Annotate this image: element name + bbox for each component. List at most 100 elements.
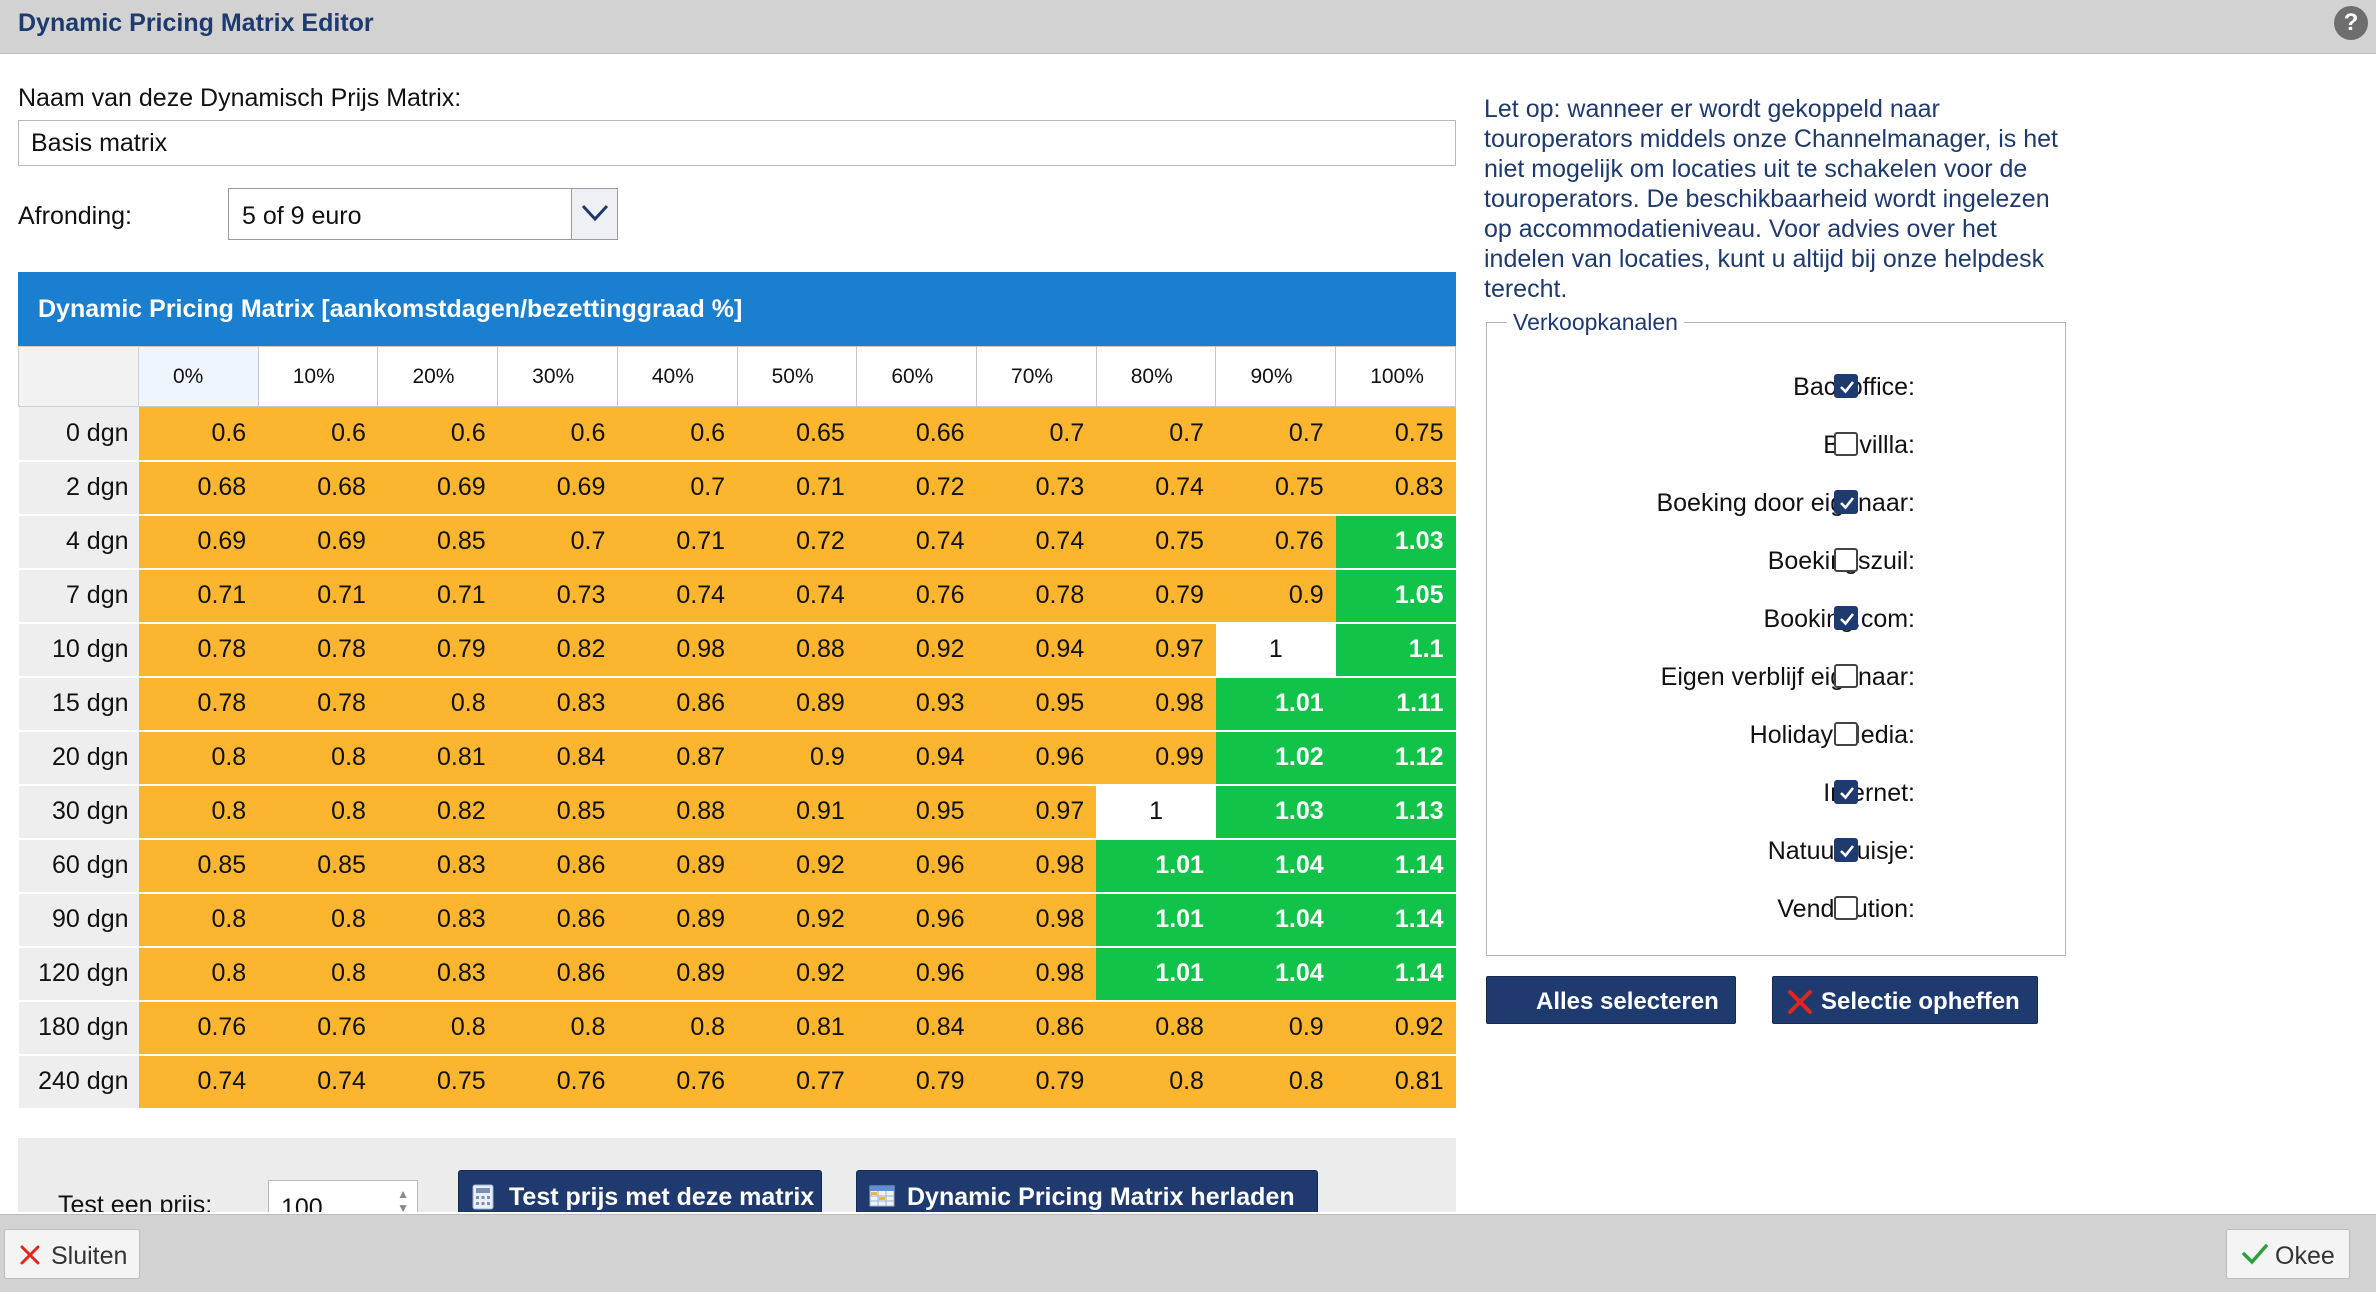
matrix-cell[interactable]: 1.14 xyxy=(1335,892,1456,948)
matrix-cell[interactable]: 0.71 xyxy=(737,460,857,516)
matrix-cell[interactable]: 0.78 xyxy=(976,568,1097,624)
matrix-cell[interactable]: 0.76 xyxy=(856,568,977,624)
matrix-cell[interactable]: 0.91 xyxy=(737,784,857,840)
matrix-cell[interactable]: 1.04 xyxy=(1215,946,1336,1002)
matrix-cell[interactable]: 0.75 xyxy=(1096,514,1216,570)
clear-selection-button[interactable]: Selectie opheffen xyxy=(1772,976,2038,1024)
matrix-cell[interactable]: 0.74 xyxy=(856,514,977,570)
matrix-cell[interactable]: 0.84 xyxy=(497,730,618,786)
matrix-cell[interactable]: 0.66 xyxy=(856,406,977,462)
matrix-cell[interactable]: 0.98 xyxy=(617,622,738,678)
matrix-cell[interactable]: 1.14 xyxy=(1335,946,1456,1002)
matrix-cell[interactable]: 0.86 xyxy=(497,892,618,948)
channel-checkbox[interactable] xyxy=(1834,374,1858,398)
matrix-cell[interactable]: 0.93 xyxy=(856,676,977,732)
matrix-cell[interactable]: 0.74 xyxy=(138,1054,259,1110)
matrix-cell[interactable]: 0.95 xyxy=(976,676,1097,732)
matrix-cell[interactable]: 0.8 xyxy=(138,730,259,786)
rounding-select[interactable]: 5 of 9 euro xyxy=(228,188,618,240)
matrix-cell[interactable]: 0.9 xyxy=(737,730,857,786)
matrix-cell[interactable]: 0.98 xyxy=(976,946,1097,1002)
matrix-cell[interactable]: 0.81 xyxy=(377,730,498,786)
matrix-cell[interactable]: 0.75 xyxy=(377,1054,498,1110)
matrix-cell[interactable]: 0.8 xyxy=(377,1000,498,1056)
matrix-cell[interactable]: 0.92 xyxy=(856,622,977,678)
matrix-cell[interactable]: 0.8 xyxy=(138,946,259,1002)
matrix-cell[interactable]: 0.88 xyxy=(1096,1000,1216,1056)
matrix-cell[interactable]: 0.87 xyxy=(617,730,738,786)
matrix-cell[interactable]: 0.82 xyxy=(377,784,498,840)
matrix-cell[interactable]: 0.7 xyxy=(497,514,618,570)
matrix-cell[interactable]: 1.03 xyxy=(1215,784,1336,840)
matrix-cell[interactable]: 0.83 xyxy=(377,892,498,948)
matrix-cell[interactable]: 0.92 xyxy=(737,892,857,948)
matrix-cell[interactable]: 1.01 xyxy=(1096,892,1216,948)
channel-checkbox[interactable] xyxy=(1834,490,1858,514)
matrix-cell[interactable]: 0.8 xyxy=(1096,1054,1216,1110)
matrix-cell[interactable]: 0.8 xyxy=(617,1000,738,1056)
matrix-cell[interactable]: 1.01 xyxy=(1096,946,1216,1002)
matrix-cell[interactable]: 0.8 xyxy=(377,676,498,732)
matrix-cell[interactable]: 0.88 xyxy=(737,622,857,678)
test-price-button[interactable]: Test prijs met deze matrix xyxy=(458,1170,822,1212)
matrix-cell[interactable]: 0.96 xyxy=(856,946,977,1002)
matrix-cell[interactable]: 0.74 xyxy=(737,568,857,624)
matrix-cell[interactable]: 1.01 xyxy=(1096,838,1216,894)
matrix-cell[interactable]: 0.86 xyxy=(497,946,618,1002)
matrix-cell[interactable]: 0.69 xyxy=(497,460,618,516)
matrix-cell[interactable]: 0.81 xyxy=(737,1000,857,1056)
matrix-cell[interactable]: 0.8 xyxy=(1215,1054,1336,1110)
matrix-cell[interactable]: 0.88 xyxy=(617,784,738,840)
matrix-cell[interactable]: 1.13 xyxy=(1335,784,1456,840)
matrix-cell[interactable]: 0.6 xyxy=(497,406,618,462)
matrix-cell[interactable]: 0.92 xyxy=(1335,1000,1456,1056)
matrix-cell[interactable]: 0.89 xyxy=(617,946,738,1002)
chevron-down-icon[interactable] xyxy=(571,189,617,239)
matrix-cell[interactable]: 0.81 xyxy=(1335,1054,1456,1110)
matrix-cell[interactable]: 1.1 xyxy=(1335,622,1456,678)
matrix-cell[interactable]: 0.8 xyxy=(258,730,378,786)
matrix-cell[interactable]: 0.68 xyxy=(258,460,378,516)
matrix-cell[interactable]: 0.78 xyxy=(138,676,259,732)
matrix-cell[interactable]: 0.6 xyxy=(617,406,738,462)
matrix-cell[interactable]: 0.75 xyxy=(1335,406,1456,462)
matrix-cell[interactable]: 0.74 xyxy=(258,1054,378,1110)
matrix-cell[interactable]: 0.8 xyxy=(258,784,378,840)
matrix-cell[interactable]: 0.71 xyxy=(617,514,738,570)
matrix-cell[interactable]: 0.69 xyxy=(258,514,378,570)
matrix-cell[interactable]: 0.94 xyxy=(856,730,977,786)
matrix-cell[interactable]: 0.96 xyxy=(856,838,977,894)
matrix-cell[interactable]: 0.86 xyxy=(976,1000,1097,1056)
matrix-cell[interactable]: 0.86 xyxy=(497,838,618,894)
matrix-cell[interactable]: 0.76 xyxy=(258,1000,378,1056)
matrix-cell[interactable]: 0.94 xyxy=(976,622,1097,678)
matrix-cell[interactable]: 0.86 xyxy=(617,676,738,732)
matrix-cell[interactable]: 0.89 xyxy=(617,838,738,894)
matrix-cell[interactable]: 0.6 xyxy=(258,406,378,462)
matrix-cell[interactable]: 0.76 xyxy=(138,1000,259,1056)
channel-checkbox[interactable] xyxy=(1834,664,1858,688)
test-price-input[interactable]: 100 ▲ ▼ xyxy=(268,1180,418,1212)
matrix-cell[interactable]: 0.97 xyxy=(976,784,1097,840)
channel-checkbox[interactable] xyxy=(1834,780,1858,804)
matrix-cell[interactable]: 0.78 xyxy=(138,622,259,678)
matrix-cell[interactable]: 0.98 xyxy=(976,892,1097,948)
close-button[interactable]: Sluiten xyxy=(4,1229,140,1279)
matrix-cell[interactable]: 0.71 xyxy=(138,568,259,624)
matrix-cell[interactable]: 1.05 xyxy=(1335,568,1456,624)
matrix-cell[interactable]: 0.85 xyxy=(377,514,498,570)
channel-checkbox[interactable] xyxy=(1834,548,1858,572)
channel-checkbox[interactable] xyxy=(1834,432,1858,456)
matrix-cell[interactable]: 1 xyxy=(1096,784,1216,840)
matrix-cell[interactable]: 0.8 xyxy=(138,892,259,948)
matrix-cell[interactable]: 0.98 xyxy=(1096,676,1216,732)
matrix-cell[interactable]: 0.92 xyxy=(737,838,857,894)
matrix-cell[interactable]: 0.97 xyxy=(1096,622,1216,678)
matrix-cell[interactable]: 0.79 xyxy=(856,1054,977,1110)
matrix-cell[interactable]: 0.83 xyxy=(377,838,498,894)
matrix-cell[interactable]: 0.76 xyxy=(497,1054,618,1110)
matrix-cell[interactable]: 0.6 xyxy=(138,406,259,462)
channel-checkbox[interactable] xyxy=(1834,838,1858,862)
matrix-cell[interactable]: 0.69 xyxy=(377,460,498,516)
matrix-cell[interactable]: 1.11 xyxy=(1335,676,1456,732)
